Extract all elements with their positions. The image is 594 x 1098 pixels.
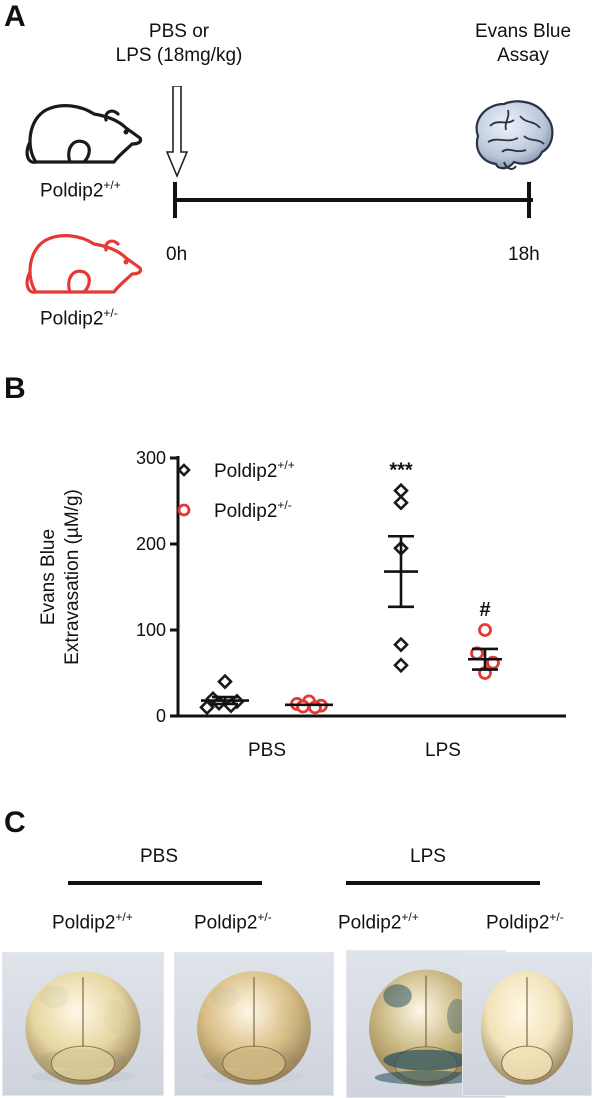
column-label-base: Poldip2 (194, 912, 258, 934)
assay-label-line1: Evans Blue (474, 21, 572, 42)
column-label-base: Poldip2 (52, 912, 116, 934)
panel-c-letter: C (4, 806, 26, 839)
column-label: Poldip2+/- (194, 910, 272, 934)
data-point-diamond (217, 673, 233, 690)
y-tick-label: 0 (156, 706, 166, 726)
data-point-diamond (393, 636, 409, 653)
column-label-base: Poldip2 (338, 912, 402, 934)
column-label-sup: +/+ (401, 910, 419, 924)
brain-specimen-icon (197, 971, 311, 1085)
legend-marker-diamond (177, 463, 191, 477)
data-point-circle (478, 623, 492, 637)
y-tick-label: 100 (136, 620, 166, 640)
y-axis-title: Evans Blue Extravasation (µM/g) (38, 489, 83, 665)
panel-b-letter: B (4, 372, 26, 405)
treatment-label-line2: LPS (18mg/kg) (115, 45, 243, 66)
arrow-down-icon (166, 86, 188, 178)
assay-label-line2: Assay (497, 45, 549, 66)
timeline-bar (173, 198, 533, 202)
legend-label: Poldip2+/+ (214, 458, 295, 482)
chart-legend: Poldip2+/+Poldip2+/- (177, 458, 295, 522)
column-label: Poldip2+/- (486, 910, 564, 934)
significance-annotation: *** (389, 460, 413, 482)
assay-label: Evans Blue Assay (460, 20, 586, 68)
evans-blue-chart: Evans Blue Extravasation (µM/g) 0 100 200 3… (38, 448, 566, 761)
group-label-wt-sup: +/+ (103, 178, 121, 192)
x-tick-label-lps: LPS (425, 740, 461, 761)
group-header-pbs: PBS (140, 846, 179, 867)
column-label-sup: +/- (257, 910, 272, 924)
group-bar-lps (346, 881, 540, 885)
chart-axes: 0 100 200 300 PBS LPS (136, 448, 566, 761)
group-label-wt: Poldip2+/+ (40, 178, 121, 202)
brain-specimen-icon (480, 971, 574, 1085)
treatment-label-line1: PBS or (148, 21, 210, 42)
y-axis-title-line2: Extravasation (µM/g) (62, 489, 83, 665)
group-label-het-base: Poldip2 (40, 308, 104, 330)
column-label-sup: +/+ (115, 910, 133, 924)
panel-a-letter: A (4, 0, 26, 33)
data-point-diamond (393, 482, 409, 499)
brain-icon (475, 100, 554, 170)
column-label-sup: +/- (549, 910, 564, 924)
legend-label-base: Poldip2 (214, 501, 277, 522)
significance-annotation: # (479, 599, 490, 621)
time-end-label: 18h (508, 244, 540, 265)
group-bar-pbs (68, 881, 262, 885)
column-label: Poldip2+/+ (338, 910, 419, 934)
group-label-het: Poldip2+/- (40, 306, 118, 330)
group-label-wt-base: Poldip2 (40, 180, 104, 202)
x-tick-label-pbs: PBS (248, 740, 286, 761)
column-label-base: Poldip2 (486, 912, 550, 934)
timeline-end-tick (527, 182, 531, 218)
legend-label-sup: +/- (277, 498, 291, 512)
legend-label-base: Poldip2 (214, 461, 277, 482)
brain-photo-pbs-het (174, 952, 334, 1096)
brain-photo-pbs-wt (2, 952, 164, 1096)
data-point-circle (296, 699, 310, 714)
group-header-lps: LPS (410, 846, 446, 867)
legend-label: Poldip2+/- (214, 498, 292, 522)
data-point-diamond (393, 657, 409, 674)
group-label-het-sup: +/- (103, 306, 118, 320)
mouse-icon-wt (25, 104, 143, 164)
timeline (173, 182, 533, 218)
brain-photo-lps-het (462, 952, 592, 1096)
y-axis-title-line1: Evans Blue (38, 529, 59, 625)
treatment-label: PBS or LPS (18mg/kg) (104, 20, 254, 68)
y-tick-label: 300 (136, 448, 166, 468)
chart-marks: *** # (199, 460, 502, 716)
data-point-diamond (393, 494, 409, 511)
mouse-icon-het (25, 234, 143, 294)
data-point-diamond (199, 699, 215, 716)
brain-specimen-icon (25, 971, 141, 1085)
time-start-label: 0h (166, 244, 188, 265)
column-label: Poldip2+/+ (52, 910, 133, 934)
brain-specimen-icon (369, 969, 483, 1087)
y-tick-label: 200 (136, 534, 166, 554)
legend-marker-circle (177, 503, 191, 517)
legend-label-sup: +/+ (277, 458, 294, 472)
